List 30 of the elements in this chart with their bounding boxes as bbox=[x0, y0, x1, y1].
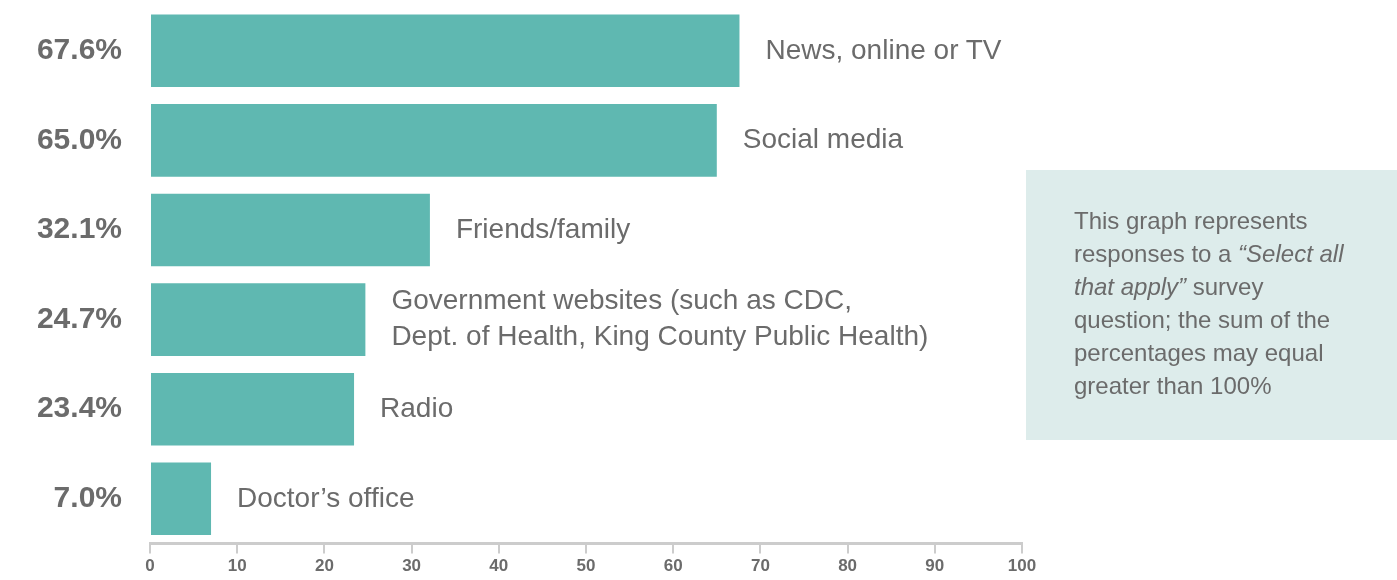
x-tick-label: 10 bbox=[227, 556, 247, 576]
data-label: 24.7% bbox=[36, 300, 122, 334]
x-tick-label: 70 bbox=[750, 556, 770, 576]
x-tick-label: 60 bbox=[663, 556, 683, 576]
y-tick-label: News, online or TV bbox=[765, 33, 1002, 65]
bar bbox=[151, 283, 366, 356]
bar bbox=[151, 372, 355, 446]
y-tick-label: Social media bbox=[742, 123, 904, 155]
bar bbox=[151, 104, 717, 177]
data-label: 32.1% bbox=[36, 211, 122, 245]
y-tick-label: Friends/family bbox=[455, 212, 631, 244]
y-tick-label: Doctor’s office bbox=[237, 481, 415, 513]
text: This graph represents responses to a “Select all that apply” survey question; the sum of the percentages may equal greater than 100% bbox=[1074, 207, 1344, 399]
x-tick-label: 0 bbox=[145, 556, 155, 576]
bar bbox=[151, 193, 430, 267]
x-tick-label: 80 bbox=[838, 556, 858, 576]
data-label: 23.4% bbox=[36, 390, 122, 424]
y-tick-label: Government websites (such as CDC, Dept. of Health, King County Public Health) bbox=[391, 284, 929, 352]
x-tick-label: 100 bbox=[1007, 556, 1037, 576]
bar bbox=[151, 462, 212, 536]
x-tick-label: 30 bbox=[402, 556, 422, 576]
y-tick-label: Radio bbox=[380, 391, 454, 423]
x-tick-label: 40 bbox=[489, 556, 509, 576]
x-tick-label: 90 bbox=[925, 556, 945, 576]
x-tick-label: 20 bbox=[314, 556, 334, 576]
data-label: 67.6% bbox=[36, 32, 122, 66]
data-label: 65.0% bbox=[36, 121, 122, 155]
bar bbox=[151, 14, 740, 88]
data-label: 7.0% bbox=[53, 480, 122, 514]
x-tick-label: 50 bbox=[576, 556, 596, 576]
